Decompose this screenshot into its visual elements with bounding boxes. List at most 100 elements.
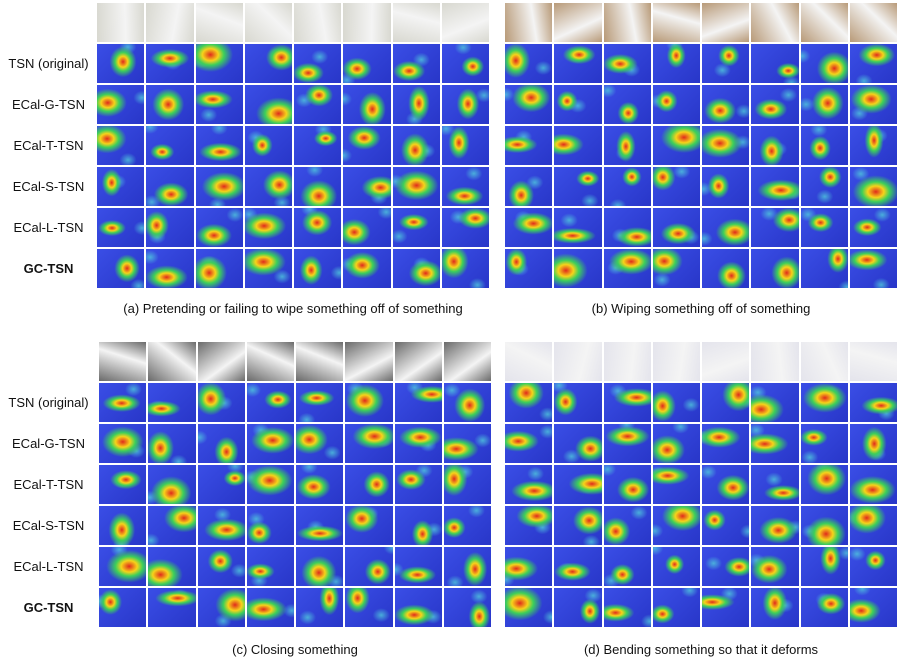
- heatmap-cell: [554, 44, 602, 83]
- heatmap-cell: [849, 167, 897, 206]
- heatmap-cell: [702, 547, 750, 586]
- heatmap-cell: [751, 506, 799, 545]
- heatmap-cell: [702, 588, 750, 627]
- heatmap-cell: [505, 44, 553, 83]
- frame-image: [244, 3, 292, 42]
- heatmap-cell: [652, 547, 700, 586]
- frame-image: [849, 342, 897, 381]
- heatmap-cell: [443, 506, 491, 545]
- heatmap-cell: [603, 208, 651, 247]
- heatmap-cell: [343, 208, 391, 247]
- heatmap-cell: [148, 547, 196, 586]
- heatmap-cell: [505, 383, 553, 422]
- heatmap-cell: [800, 465, 848, 504]
- heatmap-cell: [441, 208, 489, 247]
- heatmap-cell: [246, 383, 294, 422]
- row-label: TSN (original): [8, 56, 89, 71]
- heatmap-cell: [197, 465, 245, 504]
- row-label: ECal-T-TSN: [13, 138, 84, 153]
- heatmap-cell: [554, 208, 602, 247]
- heatmap-cell: [392, 126, 440, 165]
- heatmap-cell: [197, 506, 245, 545]
- heatmap-cell: [246, 424, 294, 463]
- heatmap-cell: [849, 588, 897, 627]
- heatmap-cell: [554, 424, 602, 463]
- heatmap-cell: [345, 424, 393, 463]
- heatmap-cell: [294, 44, 342, 83]
- heatmap-cell: [751, 588, 799, 627]
- heatmap-cell: [99, 547, 147, 586]
- heatmap-cell: [652, 465, 700, 504]
- row-label: ECal-L-TSN: [13, 559, 84, 574]
- heatmap-cell: [603, 126, 651, 165]
- heatmap-cell: [146, 249, 194, 288]
- heatmap-cell: [800, 126, 848, 165]
- heatmap-cell: [343, 44, 391, 83]
- row-label: TSN (original): [8, 395, 89, 410]
- frame-image: [296, 342, 344, 381]
- heatmap-cell: [244, 249, 292, 288]
- heatmap-cell: [443, 465, 491, 504]
- heatmap-cell: [505, 506, 553, 545]
- heatmap-cell: [603, 383, 651, 422]
- heatmap-cell: [195, 44, 243, 83]
- frame-image: [441, 3, 489, 42]
- heatmap-cell: [652, 85, 700, 124]
- heatmap-cell: [554, 85, 602, 124]
- row-label: ECal-L-TSN: [13, 220, 84, 235]
- heatmap-grid: [505, 3, 897, 288]
- heatmap-cell: [505, 167, 553, 206]
- heatmap-cell: [849, 249, 897, 288]
- frame-image: [554, 3, 602, 42]
- heatmap-cell: [99, 383, 147, 422]
- heatmap-cell: [195, 208, 243, 247]
- frame-image: [652, 342, 700, 381]
- heatmap-cell: [244, 44, 292, 83]
- heatmap-grid: [97, 3, 489, 288]
- heatmap-cell: [345, 506, 393, 545]
- heatmap-cell: [146, 44, 194, 83]
- heatmap-cell: [244, 208, 292, 247]
- heatmap-cell: [603, 44, 651, 83]
- frame-image: [505, 3, 553, 42]
- heatmap-cell: [702, 167, 750, 206]
- row-label: GC-TSN: [23, 261, 74, 276]
- heatmap-cell: [603, 249, 651, 288]
- frame-image: [702, 342, 750, 381]
- heatmap-cell: [505, 249, 553, 288]
- heatmap-cell: [702, 44, 750, 83]
- heatmap-cell: [751, 208, 799, 247]
- heatmap-cell: [392, 44, 440, 83]
- heatmap-cell: [751, 465, 799, 504]
- heatmap-cell: [246, 588, 294, 627]
- heatmap-cell: [505, 126, 553, 165]
- caption: (d) Bending something so that it deforms: [583, 642, 819, 657]
- heatmap-cell: [849, 44, 897, 83]
- heatmap-cell: [702, 383, 750, 422]
- frame-image: [800, 3, 848, 42]
- frame-image: [99, 342, 147, 381]
- heatmap-cell: [294, 208, 342, 247]
- heatmap-cell: [554, 383, 602, 422]
- heatmap-cell: [603, 424, 651, 463]
- heatmap-cell: [505, 424, 553, 463]
- heatmap-cell: [505, 588, 553, 627]
- heatmap-cell: [197, 424, 245, 463]
- heatmap-cell: [652, 167, 700, 206]
- heatmap-cell: [392, 167, 440, 206]
- heatmap-cell: [296, 465, 344, 504]
- heatmap-cell: [197, 547, 245, 586]
- heatmap-cell: [195, 167, 243, 206]
- heatmap-cell: [296, 547, 344, 586]
- frame-image: [443, 342, 491, 381]
- heatmap-cell: [554, 249, 602, 288]
- heatmap-cell: [702, 208, 750, 247]
- heatmap-cell: [394, 547, 442, 586]
- heatmap-cell: [702, 249, 750, 288]
- heatmap-cell: [751, 547, 799, 586]
- frame-image: [343, 3, 391, 42]
- heatmap-cell: [751, 44, 799, 83]
- heatmap-cell: [343, 167, 391, 206]
- heatmap-cell: [652, 383, 700, 422]
- heatmap-cell: [345, 465, 393, 504]
